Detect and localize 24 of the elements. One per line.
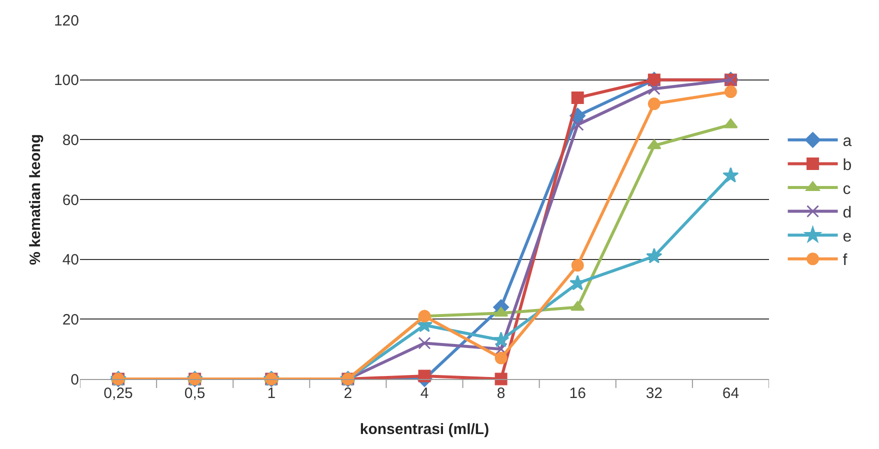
y-tick-label: 20 — [62, 311, 79, 328]
y-tick-label: 60 — [62, 192, 79, 209]
x-tick-label: 2 — [344, 385, 352, 402]
legend-label: a — [842, 133, 852, 150]
x-tick-label: 64 — [722, 385, 740, 402]
y-axis-title: % kematian keong — [27, 134, 44, 265]
x-tick-label: 4 — [420, 385, 429, 402]
y-tick-label: 80 — [62, 132, 79, 149]
x-tick-label: 32 — [646, 385, 663, 402]
x-tick-label: 1 — [267, 385, 276, 402]
legend-label: b — [842, 156, 852, 174]
y-tick-label: 40 — [62, 252, 79, 269]
x-tick-label: 16 — [569, 385, 586, 402]
x-tick-label: 0,5 — [184, 385, 206, 402]
y-tick-label: 100 — [54, 72, 79, 90]
x-axis-title: konsentrasi (ml/L) — [360, 421, 490, 438]
x-tick-label: 8 — [496, 385, 506, 402]
x-tick-label: 0,25 — [104, 385, 133, 402]
y-tick-label: 120 — [54, 12, 79, 30]
y-tick-label: 0 — [70, 371, 79, 388]
legend-label: d — [842, 204, 852, 222]
legend-label: c — [842, 180, 851, 198]
legend-label: e — [842, 228, 852, 246]
legend-label: f — [842, 252, 848, 270]
